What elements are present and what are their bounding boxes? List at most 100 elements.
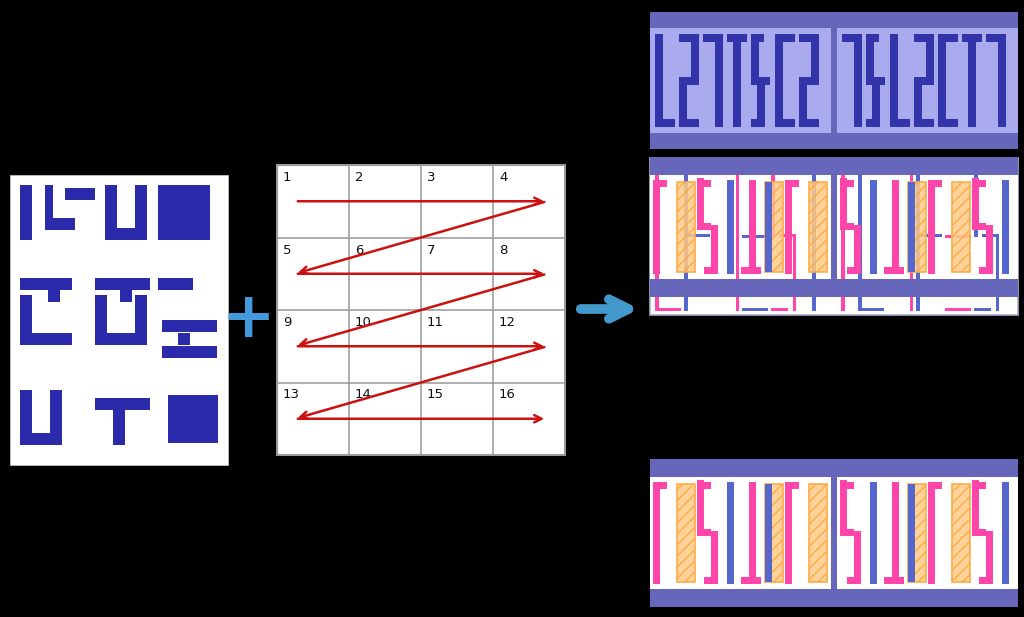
Bar xyxy=(749,482,756,584)
Bar xyxy=(890,34,898,127)
Bar xyxy=(858,162,861,311)
Bar xyxy=(866,34,879,42)
Bar xyxy=(765,484,783,582)
Bar xyxy=(847,577,861,584)
Bar xyxy=(697,178,705,227)
Bar xyxy=(785,180,792,274)
Bar xyxy=(650,459,1018,477)
Bar xyxy=(653,180,660,274)
Bar xyxy=(840,482,854,489)
Bar xyxy=(677,484,695,582)
Bar xyxy=(962,34,982,42)
Bar xyxy=(130,278,142,290)
Bar xyxy=(650,12,1018,149)
Bar xyxy=(840,223,854,230)
Bar xyxy=(1002,180,1009,274)
Bar xyxy=(650,459,1018,607)
Bar xyxy=(884,267,904,274)
Bar xyxy=(785,180,799,187)
Bar xyxy=(974,307,991,311)
Bar xyxy=(908,484,926,582)
Bar xyxy=(653,482,667,489)
Bar xyxy=(952,484,970,582)
Bar xyxy=(727,482,734,584)
Bar xyxy=(785,482,792,584)
Bar xyxy=(158,278,193,290)
Bar xyxy=(95,278,150,290)
Bar xyxy=(974,162,991,165)
Bar xyxy=(775,119,795,127)
Bar xyxy=(711,531,718,584)
Bar xyxy=(765,484,772,582)
Bar xyxy=(854,531,861,584)
Text: 3: 3 xyxy=(427,171,435,184)
Bar xyxy=(650,589,1018,607)
Bar xyxy=(705,577,718,584)
Bar xyxy=(20,185,32,240)
Bar xyxy=(914,119,934,127)
Bar xyxy=(968,34,976,127)
Bar xyxy=(986,34,1006,42)
Bar xyxy=(677,182,695,272)
Bar xyxy=(793,237,796,311)
Bar xyxy=(733,34,741,127)
Bar xyxy=(749,180,756,274)
Bar xyxy=(20,278,70,290)
Text: 7: 7 xyxy=(427,244,435,257)
Bar xyxy=(771,307,788,311)
Bar xyxy=(866,119,879,127)
Bar xyxy=(840,180,854,187)
Bar xyxy=(972,480,979,533)
Bar xyxy=(952,484,970,582)
Bar xyxy=(765,182,783,272)
Bar xyxy=(653,482,660,584)
Bar xyxy=(914,77,934,85)
Bar xyxy=(972,529,986,536)
Bar xyxy=(928,482,935,584)
Bar xyxy=(679,77,699,85)
Bar xyxy=(765,182,783,272)
Bar xyxy=(872,77,885,85)
Bar xyxy=(60,278,72,290)
Bar xyxy=(870,482,877,584)
Bar xyxy=(872,77,880,127)
Bar xyxy=(655,34,663,127)
Bar xyxy=(711,225,718,274)
Bar xyxy=(650,279,1018,297)
Bar xyxy=(887,162,913,165)
Bar xyxy=(697,482,711,489)
Bar xyxy=(952,182,970,272)
Bar xyxy=(908,484,926,582)
Bar xyxy=(928,180,935,274)
Bar xyxy=(48,290,60,302)
Bar xyxy=(995,237,999,311)
Bar xyxy=(799,119,819,127)
Bar xyxy=(892,180,899,274)
Bar xyxy=(854,34,862,127)
Bar xyxy=(972,482,986,489)
Text: 4: 4 xyxy=(499,171,507,184)
Bar xyxy=(757,77,770,85)
Bar xyxy=(650,157,1018,175)
Bar xyxy=(958,234,971,238)
Text: 13: 13 xyxy=(283,389,300,402)
Bar xyxy=(751,119,764,127)
Bar xyxy=(741,577,761,584)
Bar xyxy=(650,158,1018,315)
Bar xyxy=(10,175,228,465)
Bar xyxy=(812,162,815,311)
Bar xyxy=(799,34,819,42)
Bar xyxy=(952,182,970,272)
Text: +: + xyxy=(221,288,274,350)
Bar xyxy=(20,295,32,345)
Bar xyxy=(847,267,861,274)
Bar xyxy=(809,484,827,582)
Bar xyxy=(727,34,746,42)
Bar xyxy=(986,225,993,274)
Bar xyxy=(735,162,739,311)
Bar xyxy=(713,162,739,165)
Bar xyxy=(831,459,837,607)
Text: 6: 6 xyxy=(355,244,364,257)
Text: 2: 2 xyxy=(355,171,364,184)
Bar xyxy=(916,162,920,311)
